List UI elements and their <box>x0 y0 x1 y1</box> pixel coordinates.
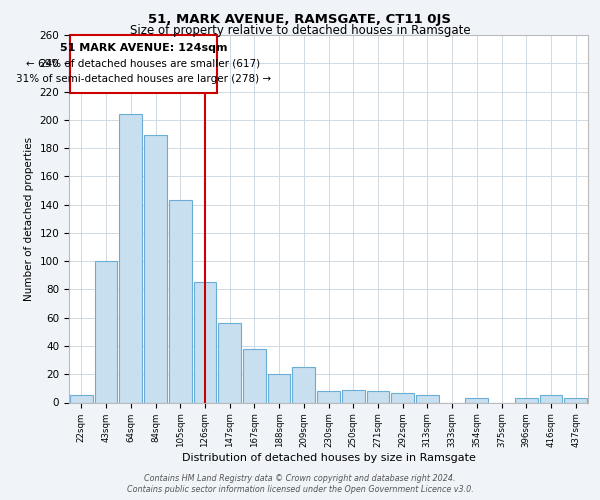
Bar <box>416 396 439 402</box>
Text: 51 MARK AVENUE: 124sqm: 51 MARK AVENUE: 124sqm <box>60 42 227 52</box>
Text: Contains HM Land Registry data © Crown copyright and database right 2024.
Contai: Contains HM Land Registry data © Crown c… <box>127 474 473 494</box>
Bar <box>342 390 365 402</box>
Bar <box>466 398 488 402</box>
Bar <box>144 136 167 402</box>
Bar <box>169 200 191 402</box>
Bar <box>391 392 414 402</box>
Bar <box>218 324 241 402</box>
FancyBboxPatch shape <box>70 35 217 93</box>
Bar <box>564 398 587 402</box>
Bar <box>515 398 538 402</box>
Bar <box>268 374 290 402</box>
Text: ← 69% of detached houses are smaller (617): ← 69% of detached houses are smaller (61… <box>26 58 260 68</box>
Bar <box>243 349 266 403</box>
Bar <box>367 391 389 402</box>
Text: Size of property relative to detached houses in Ramsgate: Size of property relative to detached ho… <box>130 24 470 37</box>
Bar <box>317 391 340 402</box>
Text: 51, MARK AVENUE, RAMSGATE, CT11 0JS: 51, MARK AVENUE, RAMSGATE, CT11 0JS <box>149 12 452 26</box>
Bar <box>194 282 216 403</box>
X-axis label: Distribution of detached houses by size in Ramsgate: Distribution of detached houses by size … <box>182 452 475 462</box>
Bar <box>292 367 315 402</box>
Bar <box>70 396 93 402</box>
Bar <box>539 396 562 402</box>
Y-axis label: Number of detached properties: Number of detached properties <box>24 136 34 301</box>
Bar <box>95 261 118 402</box>
Bar <box>119 114 142 403</box>
Text: 31% of semi-detached houses are larger (278) →: 31% of semi-detached houses are larger (… <box>16 74 271 84</box>
